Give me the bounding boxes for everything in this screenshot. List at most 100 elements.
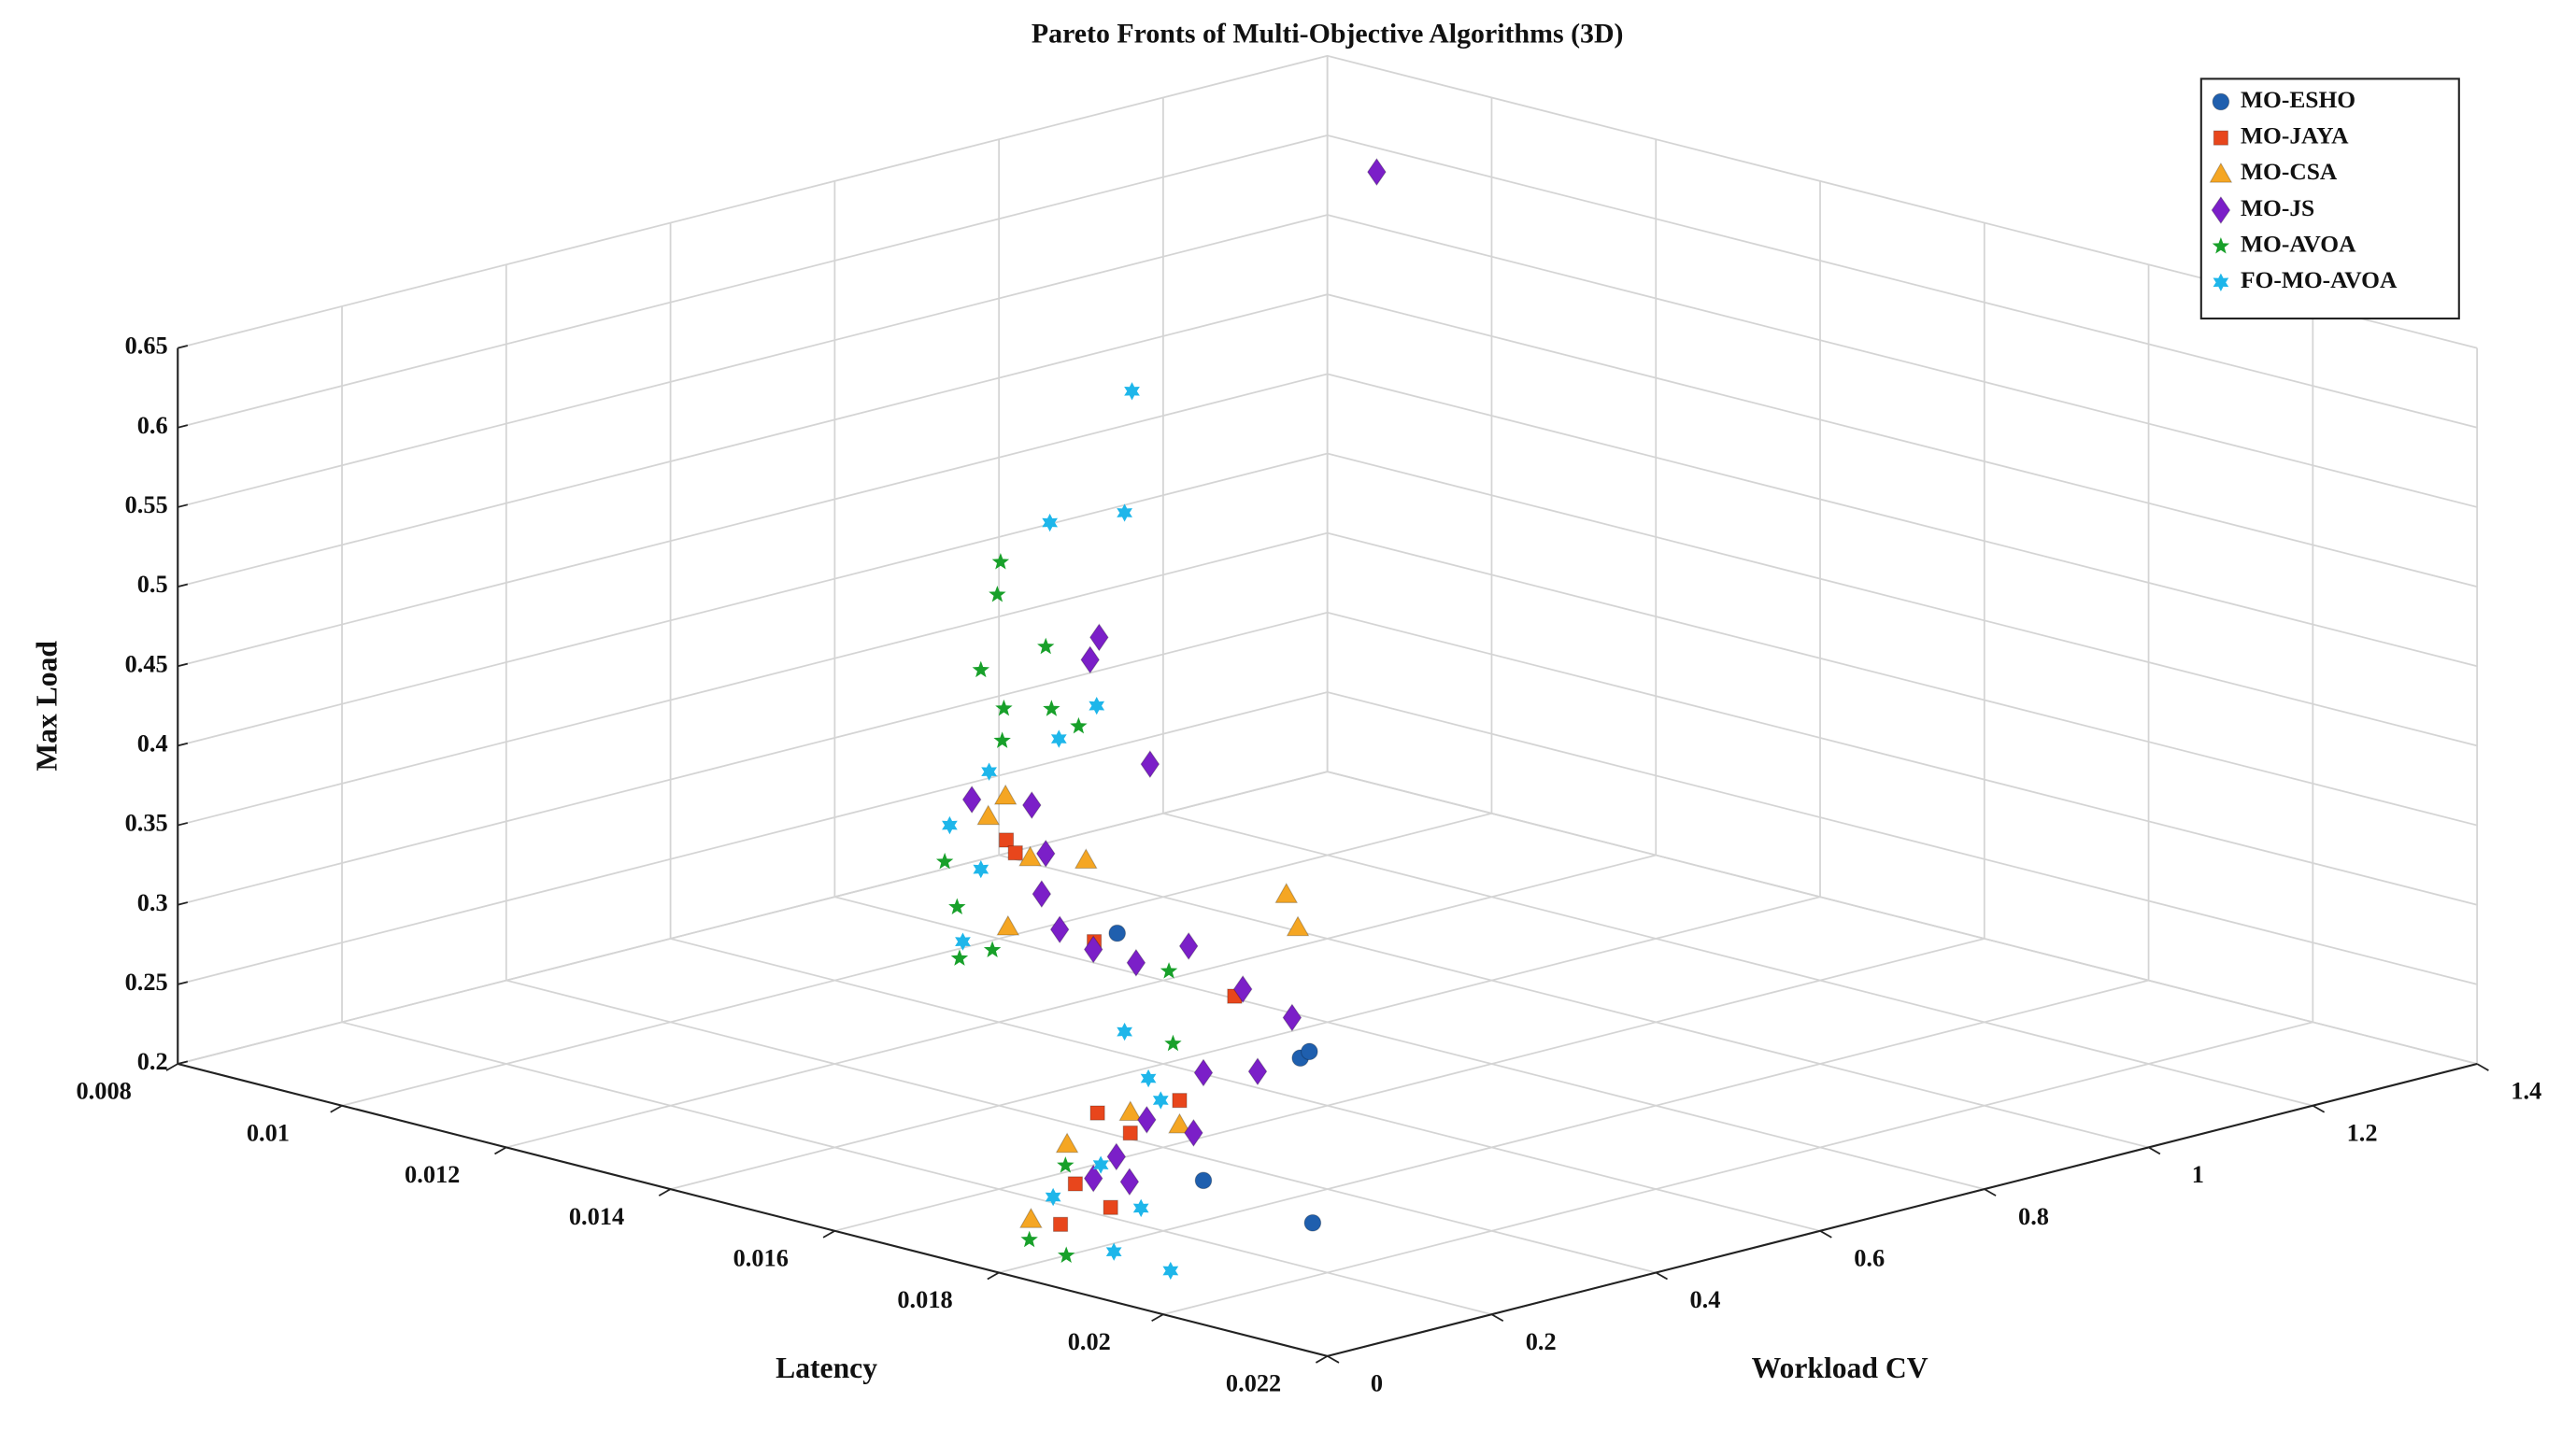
x-tick bbox=[330, 1104, 343, 1113]
chart-title: Pareto Fronts of Multi-Objective Algorit… bbox=[1032, 19, 1624, 50]
z-tick-label: 0.5 bbox=[137, 571, 168, 598]
data-point bbox=[1140, 750, 1160, 779]
data-point bbox=[1021, 791, 1042, 820]
data-point bbox=[1194, 1171, 1213, 1190]
data-point bbox=[1162, 1261, 1179, 1281]
z-tick bbox=[178, 742, 189, 747]
legend-marker bbox=[2213, 273, 2229, 292]
data-point bbox=[1045, 1187, 1061, 1207]
data-point bbox=[1083, 935, 1103, 964]
legend-label: MO-AVOA bbox=[2241, 231, 2356, 258]
data-point bbox=[942, 815, 958, 835]
data-point bbox=[955, 932, 971, 951]
data-point bbox=[1172, 1093, 1188, 1109]
y-tick-label: 0.8 bbox=[2018, 1203, 2049, 1230]
data-point bbox=[1032, 880, 1052, 909]
z-tick-label: 0.25 bbox=[125, 969, 168, 996]
y-grid-line bbox=[669, 222, 1821, 1232]
y-axis-line bbox=[1327, 1062, 2478, 1357]
legend-marker bbox=[2212, 236, 2230, 254]
data-point bbox=[1050, 729, 1067, 748]
data-point bbox=[1020, 1230, 1038, 1248]
data-point bbox=[1126, 948, 1146, 977]
data-point bbox=[993, 731, 1011, 748]
data-point bbox=[995, 699, 1013, 716]
z-tick-label: 0.4 bbox=[137, 729, 168, 757]
z-tick-label: 0.55 bbox=[125, 491, 168, 518]
data-point bbox=[1106, 1142, 1127, 1171]
data-point bbox=[1119, 1168, 1140, 1196]
y-tick bbox=[1327, 1355, 1340, 1364]
data-point bbox=[1117, 1022, 1132, 1041]
z-tick bbox=[178, 345, 189, 349]
data-point bbox=[998, 832, 1015, 848]
legend-marker bbox=[2209, 162, 2233, 183]
legend-box bbox=[2199, 78, 2460, 320]
data-point bbox=[996, 914, 1020, 936]
x-tick-label: 0.02 bbox=[1068, 1328, 1111, 1355]
data-point bbox=[1007, 845, 1023, 861]
legend-label: MO-CSA bbox=[2241, 158, 2338, 185]
y-axis-title: Workload CV bbox=[1752, 1352, 1928, 1384]
data-point bbox=[1301, 1042, 1318, 1061]
z-tick bbox=[178, 503, 189, 508]
data-point bbox=[1083, 1164, 1103, 1193]
data-point bbox=[1092, 1155, 1109, 1174]
data-point bbox=[993, 784, 1018, 805]
y-tick bbox=[2476, 1063, 2489, 1071]
z-tick bbox=[178, 662, 189, 668]
data-point bbox=[1103, 1199, 1118, 1215]
data-point bbox=[1132, 1198, 1149, 1218]
z-tick bbox=[178, 583, 189, 588]
z-tick bbox=[178, 981, 189, 985]
data-point bbox=[961, 786, 982, 814]
z-tick-label: 0.2 bbox=[137, 1048, 168, 1075]
y-tick-label: 0 bbox=[1371, 1370, 1383, 1397]
y-grid-line bbox=[1326, 55, 2478, 1065]
data-point bbox=[1089, 696, 1105, 715]
data-point bbox=[1367, 158, 1387, 187]
x-tick bbox=[658, 1188, 672, 1196]
z-tick-label: 0.35 bbox=[125, 810, 168, 837]
data-point bbox=[1193, 1058, 1214, 1087]
data-point bbox=[1089, 623, 1109, 652]
x-tick bbox=[1151, 1313, 1164, 1322]
data-point bbox=[1140, 1069, 1157, 1088]
data-point bbox=[1168, 1112, 1191, 1134]
legend-marker bbox=[2213, 130, 2228, 146]
data-point bbox=[1152, 1091, 1169, 1110]
y-tick bbox=[1819, 1230, 1832, 1239]
data-point bbox=[989, 585, 1006, 602]
data-point bbox=[1303, 1213, 1322, 1232]
data-point bbox=[973, 859, 989, 879]
x-axis-title: Latency bbox=[776, 1352, 877, 1384]
legend-label: MO-ESHO bbox=[2241, 86, 2355, 113]
y-tick bbox=[2312, 1104, 2326, 1113]
data-point bbox=[1052, 1216, 1069, 1232]
y-tick bbox=[1655, 1271, 1668, 1281]
z-tick-label: 0.6 bbox=[137, 412, 168, 439]
z-tick-label: 0.3 bbox=[137, 889, 168, 916]
x-tick bbox=[165, 1063, 178, 1071]
y-tick-label: 0.4 bbox=[1689, 1286, 1720, 1313]
data-point bbox=[1122, 1125, 1138, 1141]
data-point bbox=[1042, 513, 1058, 532]
y-tick bbox=[1491, 1313, 1504, 1322]
data-point bbox=[1164, 1034, 1182, 1052]
legend: MO-ESHO MO-JAYA MO-CSA MO-JS MO-AVOA FO-MO-AV… bbox=[2199, 78, 2460, 320]
data-point bbox=[1049, 915, 1070, 944]
y-tick-label: 1 bbox=[2192, 1161, 2204, 1188]
y-tick bbox=[1984, 1188, 1997, 1196]
x-tick bbox=[1315, 1355, 1329, 1364]
data-point bbox=[950, 949, 969, 966]
data-point bbox=[1117, 503, 1132, 522]
data-point bbox=[935, 852, 954, 870]
legend-label: MO-JS bbox=[2241, 194, 2314, 221]
x-tick-label: 0.008 bbox=[77, 1078, 132, 1105]
axes: 0.2 0.25 0.3 0.35 0.4 0.45 0.5 0.55 0.6 0.65 0.008… bbox=[77, 333, 2542, 1397]
z-axis-title: Max Load bbox=[30, 641, 63, 772]
y-grid-line bbox=[505, 264, 1657, 1274]
data-point bbox=[1108, 924, 1127, 942]
z-tick bbox=[178, 901, 189, 906]
